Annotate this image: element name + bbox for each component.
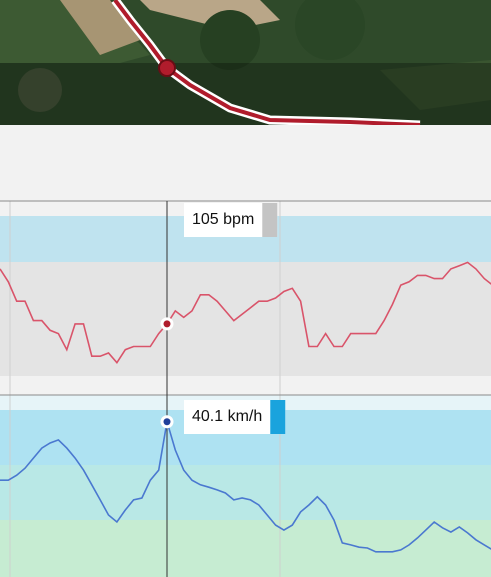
tooltip-box — [184, 203, 278, 237]
tooltip-text: 105 bpm — [192, 211, 254, 228]
data-line — [0, 261, 491, 365]
spacer — [0, 125, 491, 201]
tooltip: 40.1 km/h — [184, 400, 286, 434]
tooltip-tab — [270, 400, 286, 434]
heart-rate-zones — [0, 201, 491, 395]
cursor-marker-dot — [163, 418, 171, 426]
tooltip: 105 bpm — [184, 203, 278, 237]
tooltip-tab — [262, 203, 278, 237]
grid — [9, 201, 281, 577]
plots: 105 bpm 40.1 km/h — [0, 203, 491, 553]
map — [0, 0, 491, 130]
tooltip-text: 40.1 km/h — [192, 408, 262, 425]
cursor-marker-dot — [163, 320, 171, 328]
data-line — [0, 421, 491, 553]
tooltip-box — [184, 400, 286, 434]
